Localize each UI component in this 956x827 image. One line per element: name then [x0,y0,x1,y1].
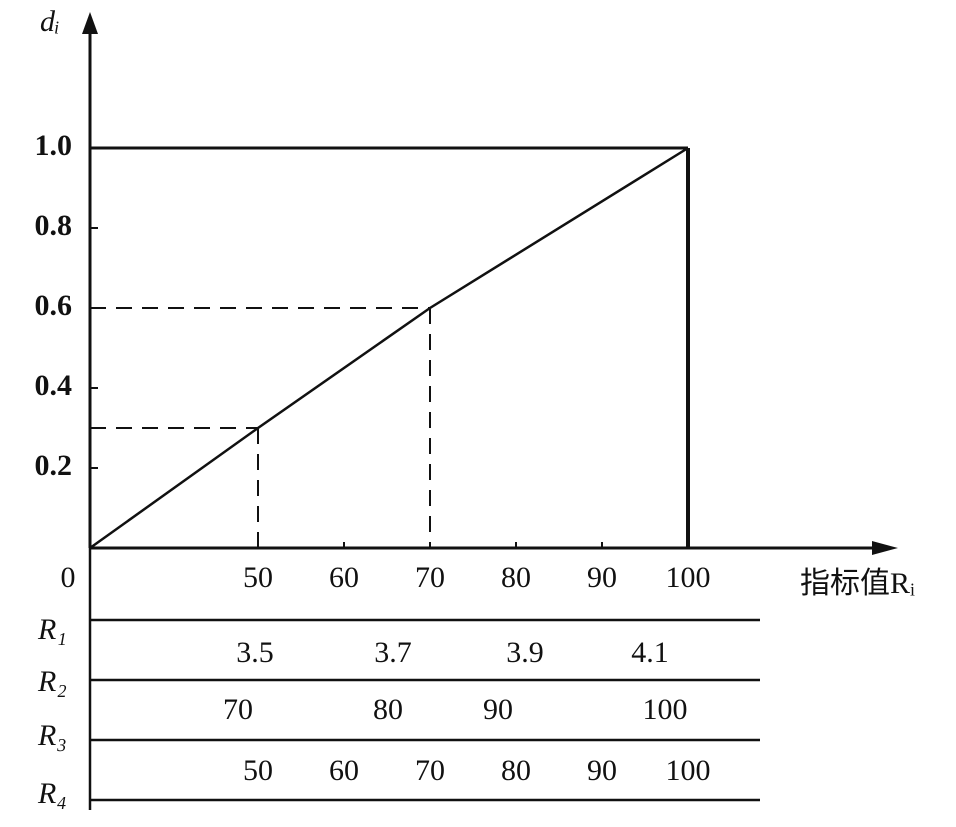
x-tick-label: 100 [666,561,711,594]
table-cell: 3.9 [506,636,544,669]
x-axis-label: 指标值Rᵢ [800,567,915,600]
table-cell: 3.7 [374,636,412,669]
x-tick-label: 60 [329,561,359,594]
table-cell: 100 [643,693,688,726]
table-cell: 50 [243,754,273,787]
y-tick-label: 0.4 [35,369,73,402]
data-line [89,146,689,550]
row-label: R₄ [37,777,67,810]
y-tick-label: 1.0 [35,129,73,162]
x-axis-arrow [872,541,898,555]
y-tick-label: 0.6 [35,289,73,322]
row-label: R₂ [37,665,67,698]
table-cell: 70 [223,693,253,726]
y-tick-label: 0.2 [35,449,73,482]
y-tick-label: 0.8 [35,209,73,242]
table-cell: 60 [329,754,359,787]
row-label: R₁ [37,613,67,646]
table-cell: 4.1 [631,636,669,669]
table-cell: 90 [483,693,513,726]
table-cell: 70 [415,754,445,787]
table-cell: 100 [666,754,711,787]
y-axis-arrow [82,12,98,34]
x-tick-label: 80 [501,561,531,594]
x-tick-label: 70 [415,561,445,594]
y-axis-label: dᵢ [40,5,60,38]
table-cell: 3.5 [236,636,274,669]
table-cell: 80 [501,754,531,787]
table-cell: 80 [373,693,403,726]
x-tick-label: 50 [243,561,273,594]
table-cell: 90 [587,754,617,787]
row-label: R₃ [37,719,67,752]
x-tick-label: 90 [587,561,617,594]
x-tick-label: 0 [61,561,76,594]
